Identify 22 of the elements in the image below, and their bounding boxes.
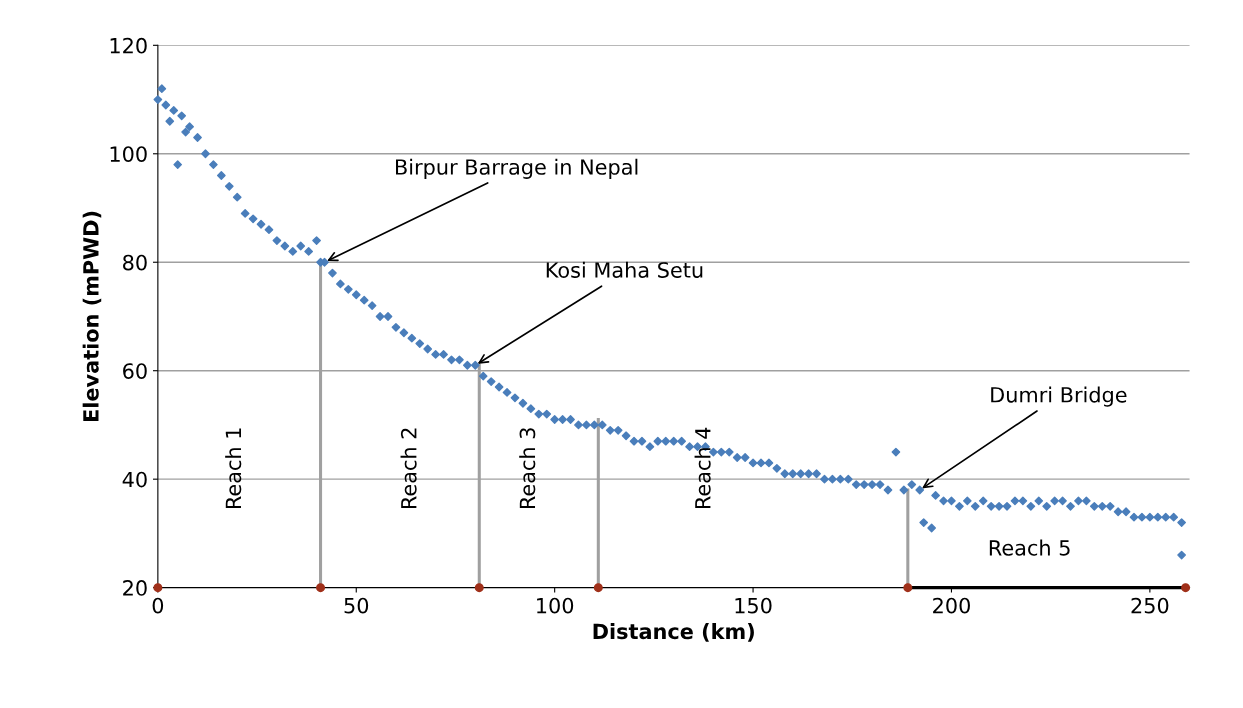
- annotation: Reach 2: [400, 428, 417, 509]
- annotation: Reach 5: [989, 539, 1070, 556]
- y-tick-label: 80: [123, 254, 147, 271]
- y-tick-label: 40: [122, 471, 147, 488]
- annotation: Birpur Barrage in Nepal: [396, 158, 638, 179]
- y-tick-label: 120: [110, 37, 147, 54]
- annotation: Kosi Maha Setu: [546, 261, 703, 278]
- annotation: Reach 4: [694, 427, 711, 509]
- x-tick-label: 0: [152, 597, 164, 614]
- y-tick-label: 60: [123, 363, 147, 379]
- x-tick-label: 50: [344, 597, 369, 614]
- x-tick-label: 150: [735, 597, 772, 614]
- y-axis-title: Elevation (mPWD): [82, 211, 102, 422]
- x-tick-label: 100: [537, 597, 574, 614]
- x-tick-label: 200: [933, 597, 970, 614]
- annotation: Reach 1: [225, 428, 242, 509]
- x-axis-title: Distance (km): [593, 623, 754, 642]
- annotation: Reach 3: [519, 428, 536, 509]
- y-tick-label: 100: [110, 146, 147, 162]
- x-tick-label: 250: [1131, 597, 1169, 614]
- annotation: Dumri Bridge: [991, 386, 1127, 407]
- y-tick-label: 20: [123, 580, 147, 596]
